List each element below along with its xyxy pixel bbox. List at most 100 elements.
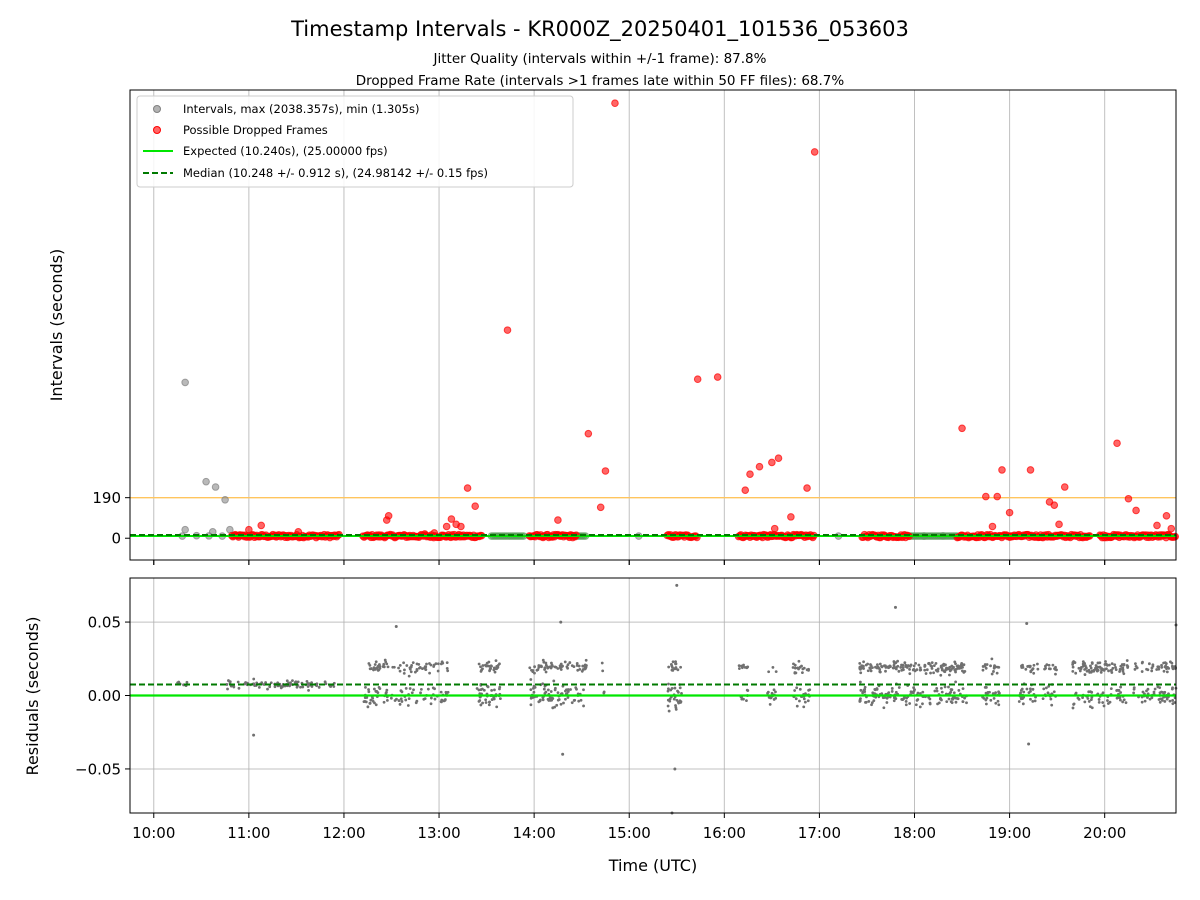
legend-median-label: Median (10.248 +/- 0.912 s), (24.98142 +… [183,166,488,180]
intervals-y-tick-label: 190 [92,489,121,507]
residual-point [433,697,437,701]
residual-point [1026,665,1030,668]
residual-point [329,685,333,688]
residual-point [668,697,672,701]
residual-point [1087,700,1091,703]
residual-point [489,664,493,668]
residual-point [257,685,261,689]
residual-point [1102,668,1106,672]
residual-point [398,669,402,673]
dropped-frames-series [130,99,1180,542]
residual-point [990,657,994,661]
residual-point [398,663,402,667]
legend-expected-label: Expected (10.240s), (25.00000 fps) [183,144,388,158]
residual-point [1157,698,1161,701]
residual-point [1074,671,1078,675]
dropped-frame-point [463,484,472,492]
residual-point [915,698,919,702]
residual-point [909,663,913,667]
residual-point [991,692,995,695]
residual-point [924,672,928,675]
residual-point [575,687,578,691]
residual-point [988,690,991,694]
residual-point [481,701,484,705]
residual-point [897,686,901,689]
dropped-frame-point [1026,466,1035,474]
legend-intervals-marker [153,105,161,113]
residual-point [378,664,382,668]
residual-point [1071,665,1075,669]
residual-point [539,664,543,668]
residual-point [745,688,749,692]
residual-point [572,699,576,702]
residual-point [798,687,802,691]
residual-point [419,691,422,695]
residual-point [954,662,957,666]
residual-point [940,690,944,694]
residual-point [1071,669,1075,673]
dropped-frame-point [601,467,610,475]
residual-point [878,670,882,674]
residual-point [371,696,375,700]
residual-point [942,669,946,673]
residual-point [1097,700,1101,704]
residual-point [1134,664,1138,668]
residual-point [582,688,585,692]
dropped-frame-point [1055,520,1063,529]
residual-point [798,665,802,669]
residual-point [668,699,672,703]
residual-point [1122,672,1126,676]
intervals-y-ticks: 0 190 [92,489,130,548]
residual-point [477,699,481,703]
residual-point [1113,663,1117,667]
residual-point [875,663,879,667]
intervals-series-gray [178,378,1147,540]
residual-point [1141,660,1144,664]
residual-point [404,698,408,702]
residual-point [1157,665,1161,669]
residual-point [935,689,939,693]
residual-point [544,661,548,665]
residual-point [529,688,533,692]
residual-point [541,698,545,702]
residual-point [404,686,408,690]
residual-point [1132,687,1136,691]
residual-point [1118,696,1121,700]
chart-subtitle-dropped: Dropped Frame Rate (intervals >1 frames … [356,73,845,89]
residual-point [445,666,449,670]
residual-point [562,701,565,705]
residual-point [408,687,412,690]
residual-point [407,697,411,701]
residual-point [945,700,949,704]
residual-point [878,667,882,671]
residual-point [1166,665,1169,669]
residual-point [1050,703,1054,707]
residual-point [940,686,943,690]
residual-point [868,666,872,670]
residual-point [950,701,954,705]
residual-point [478,692,482,695]
residual-point [954,700,958,704]
residual-point [897,669,901,673]
residual-point [572,665,576,668]
residual-point [538,698,542,702]
residual-point [908,702,912,705]
residual-point [948,673,951,677]
residual-point [963,696,966,700]
residual-point [917,663,921,667]
residual-point [481,664,485,667]
residual-point [872,699,876,703]
residual-point [1157,667,1161,671]
residual-point [675,583,679,587]
dropped-frame-point [1060,483,1069,491]
residual-point [903,661,907,665]
residual-point [1079,667,1083,671]
residual-point [1031,699,1035,703]
residual-point [1145,667,1148,671]
residual-point [1152,690,1156,694]
residual-point [583,665,587,669]
residual-point [867,700,871,703]
residual-point [906,664,910,667]
residual-point [794,697,798,701]
residual-point [602,690,606,694]
